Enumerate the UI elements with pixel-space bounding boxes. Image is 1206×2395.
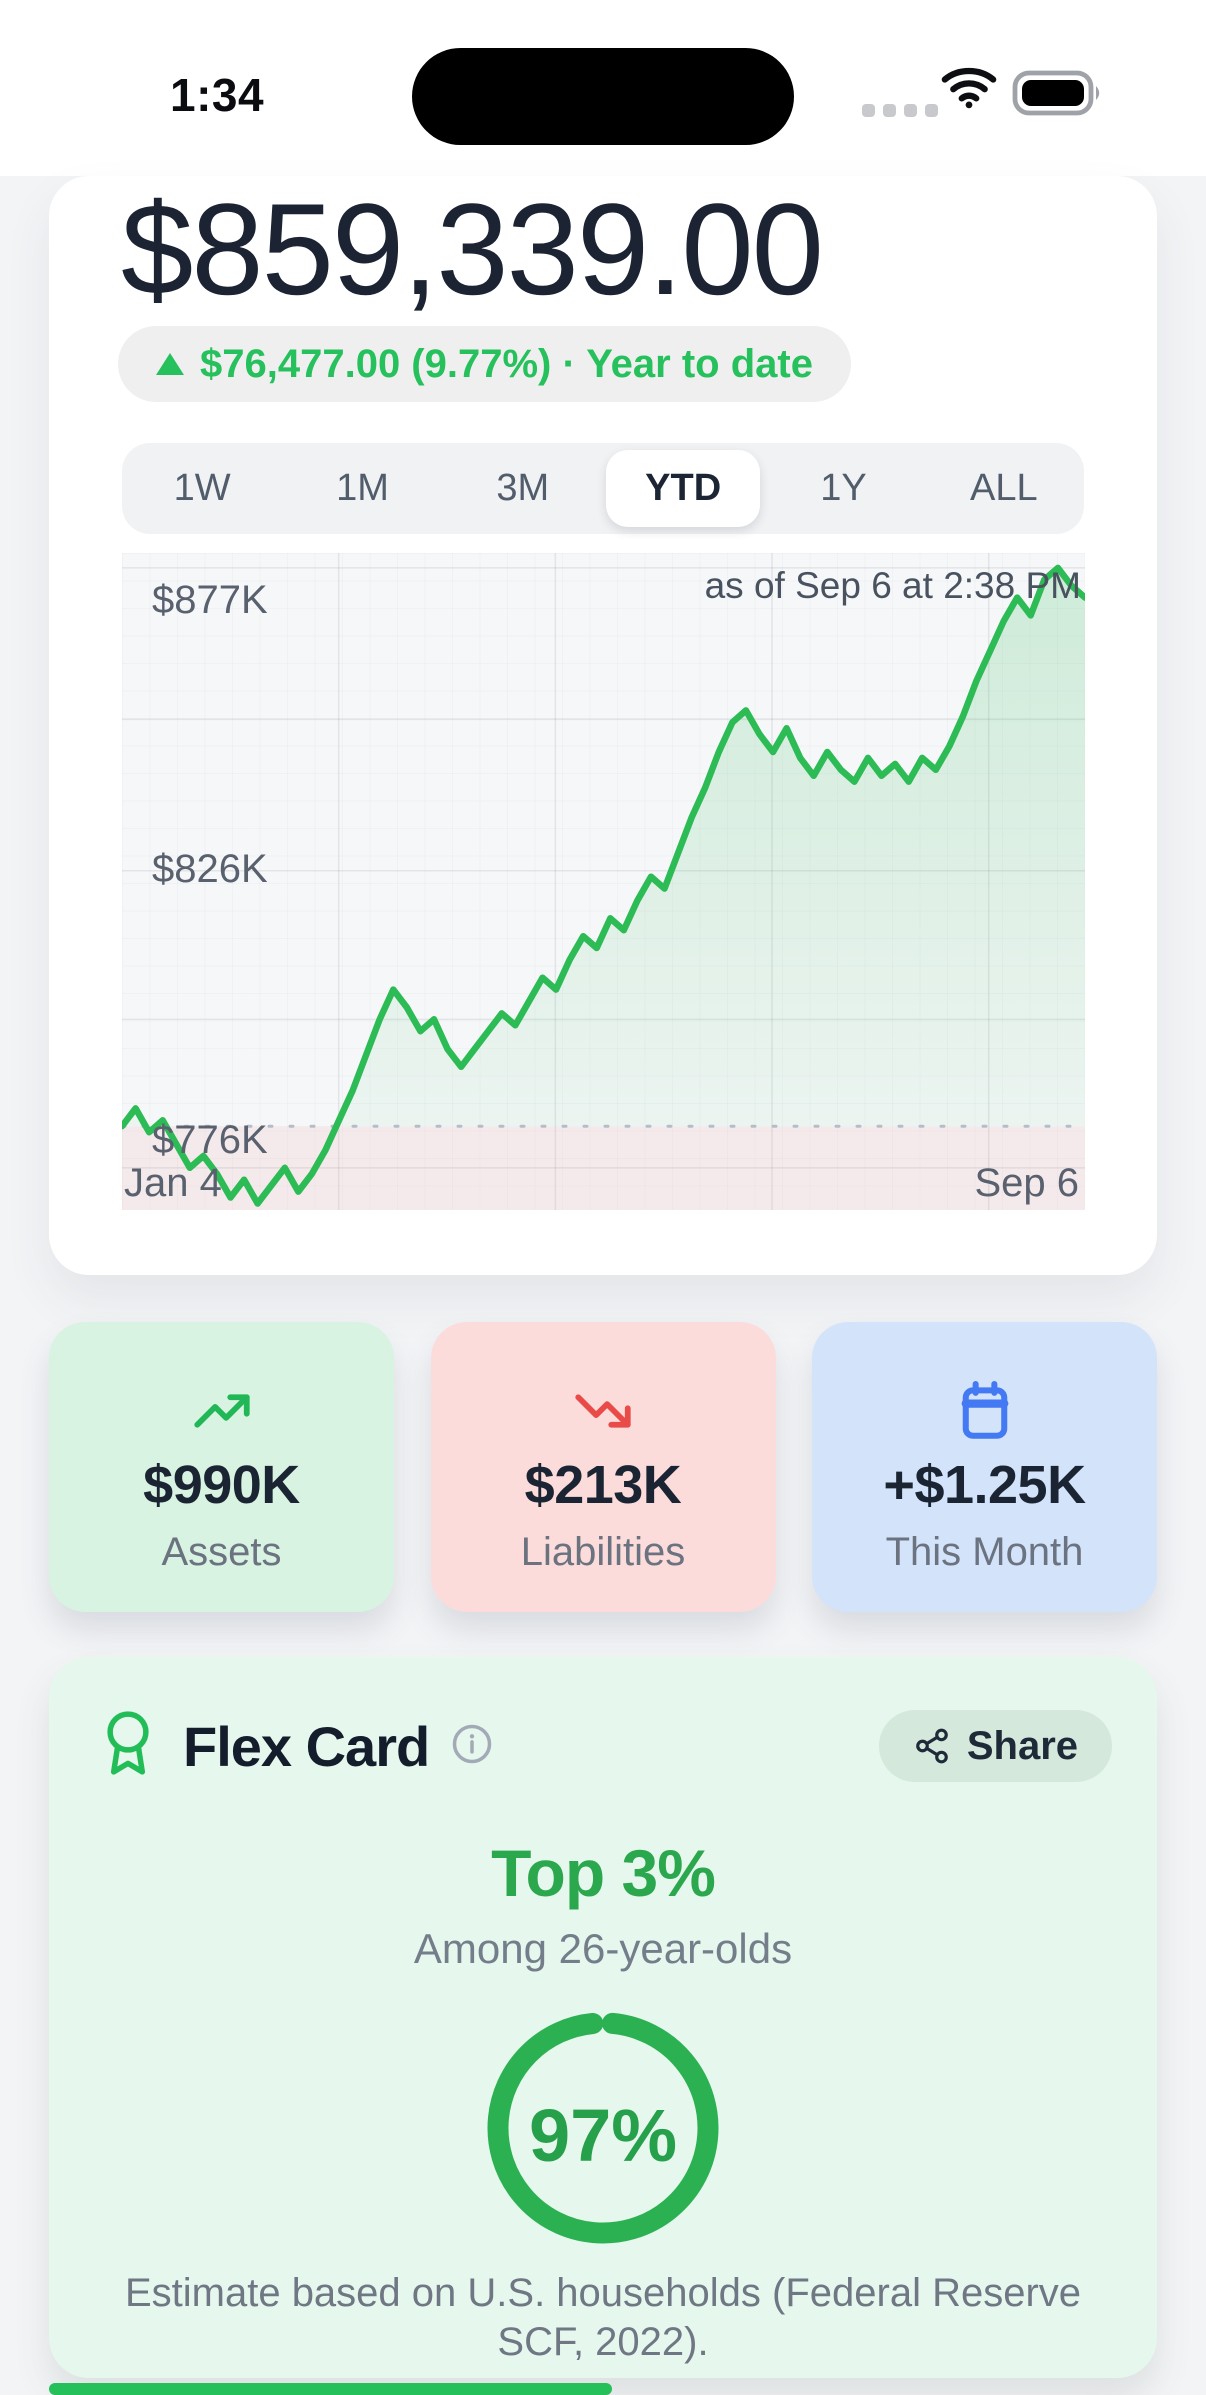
x-axis-end-label: Sep 6 bbox=[974, 1161, 1079, 1205]
assets-value: $990K bbox=[143, 1455, 300, 1515]
share-button-label: Share bbox=[966, 1723, 1078, 1768]
flex-card: Flex Card Share Top 3% Among 26-year-old… bbox=[49, 1657, 1157, 2378]
this-month-card[interactable]: +$1.25K This Month bbox=[812, 1322, 1157, 1612]
flex-card-title: Flex Card bbox=[183, 1715, 430, 1778]
estimate-footnote: Estimate based on U.S. households (Feder… bbox=[124, 2271, 1082, 2364]
tab-ytd[interactable]: YTD bbox=[605, 450, 761, 527]
award-ribbon-icon bbox=[95, 1707, 161, 1784]
trending-up-icon bbox=[189, 1378, 255, 1449]
chart-as-of-label: as of Sep 6 at 2:38 PM bbox=[704, 565, 1081, 606]
info-icon[interactable] bbox=[451, 1723, 493, 1770]
cellular-dots-icon bbox=[862, 104, 938, 117]
tab-1w[interactable]: 1W bbox=[173, 467, 231, 509]
wifi-icon bbox=[940, 66, 998, 115]
percentile-ring bbox=[483, 2008, 723, 2248]
net-worth-card: $859,339.00 $76,477.00 (9.77%) · Year to… bbox=[49, 176, 1157, 1275]
liabilities-label: Liabilities bbox=[520, 1530, 686, 1574]
assets-card[interactable]: $990K Assets bbox=[49, 1322, 394, 1612]
calendar-icon bbox=[952, 1378, 1018, 1449]
y-axis-label: $826K bbox=[152, 847, 268, 891]
tab-all[interactable]: ALL bbox=[969, 467, 1038, 509]
change-badge: $76,477.00 (9.77%) · Year to date bbox=[118, 326, 851, 402]
battery-icon bbox=[1012, 70, 1104, 121]
this-month-label: This Month bbox=[885, 1530, 1084, 1574]
this-month-value: +$1.25K bbox=[883, 1455, 1086, 1515]
bottom-progress-bar bbox=[49, 2383, 612, 2395]
percentile-subheadline: Among 26-year-olds bbox=[413, 1925, 793, 1972]
percentile-ring-value: 97% bbox=[528, 2094, 678, 2177]
net-worth-chart-plot[interactable]: as of Sep 6 at 2:38 PM $877K $826K $776K J… bbox=[122, 553, 1085, 1210]
share-icon bbox=[915, 1728, 948, 1764]
tab-3m[interactable]: 3M bbox=[496, 467, 550, 509]
trending-down-icon bbox=[570, 1378, 636, 1449]
chart-canvas bbox=[122, 553, 1085, 1210]
tab-1m[interactable]: 1M bbox=[336, 467, 389, 509]
share-button[interactable]: Share bbox=[878, 1710, 1112, 1782]
assets-label: Assets bbox=[161, 1530, 282, 1574]
range-segmented-control: 1W 1M 3M YTD 1Y ALL bbox=[122, 443, 1084, 534]
dynamic-island bbox=[412, 48, 794, 145]
clock-time: 1:34 bbox=[170, 69, 265, 121]
liabilities-card[interactable]: $213K Liabilities bbox=[430, 1322, 776, 1612]
tab-1y[interactable]: 1Y bbox=[820, 467, 867, 509]
x-axis-start-label: Jan 4 bbox=[124, 1161, 222, 1205]
change-badge-label: $76,477.00 (9.77%) · Year to date bbox=[200, 341, 813, 386]
net-worth-balance: $859,339.00 bbox=[121, 176, 824, 322]
percentile-headline: Top 3% bbox=[491, 1836, 716, 1910]
liabilities-value: $213K bbox=[524, 1455, 682, 1515]
y-axis-label: $877K bbox=[152, 578, 268, 622]
up-triangle-icon bbox=[156, 353, 184, 375]
y-axis-label: $776K bbox=[152, 1118, 268, 1162]
status-bar: 1:34 bbox=[0, 0, 1206, 176]
